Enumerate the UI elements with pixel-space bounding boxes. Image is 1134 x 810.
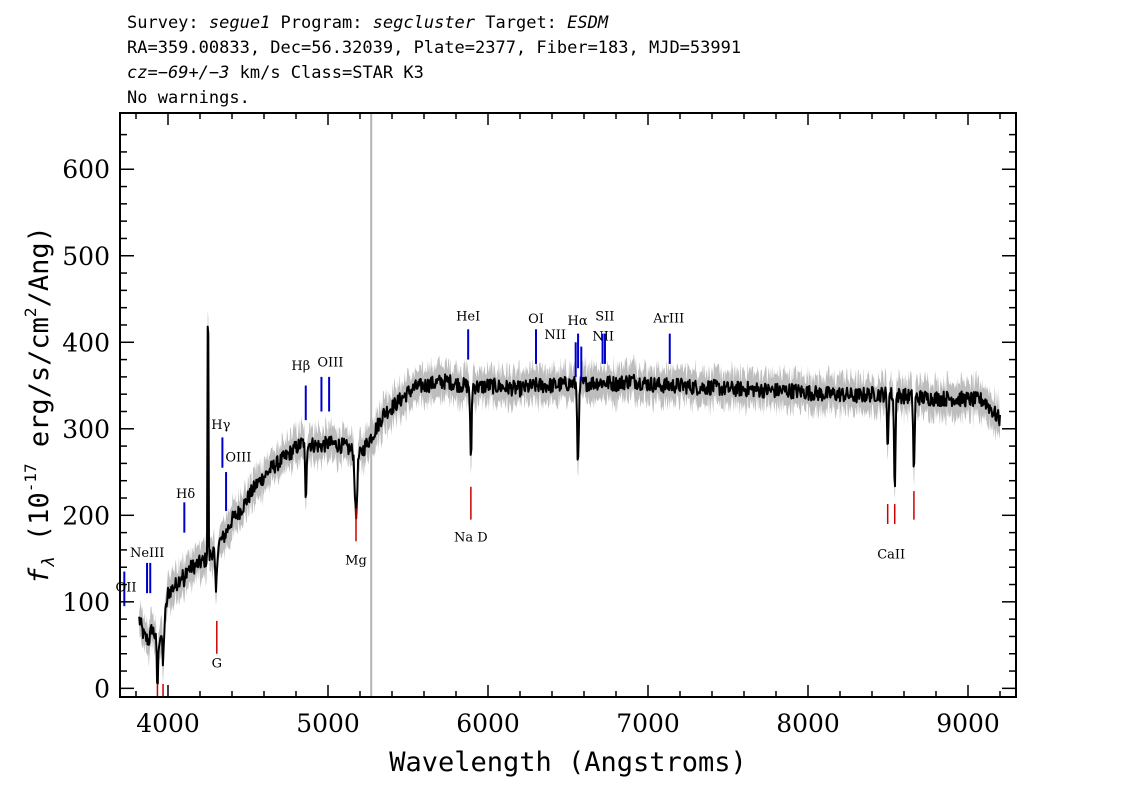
- emission-line-label: HeI: [456, 310, 480, 325]
- header-line-3: cz=−69+/−3 km/s Class=STAR K3: [127, 63, 424, 83]
- y-tick-label: 100: [62, 588, 110, 617]
- header-line-1: Survey: segue1 Program: segcluster Targe…: [127, 13, 609, 33]
- emission-line-label: OII: [116, 580, 137, 595]
- emission-line-label: OIII: [225, 451, 251, 466]
- x-tick-label: 6000: [456, 709, 520, 738]
- emission-line-label: OIII: [317, 355, 343, 370]
- emission-line-label: Hγ: [211, 418, 230, 433]
- absorption-line-label: G: [212, 657, 222, 672]
- y-tick-label: 400: [62, 328, 110, 357]
- y-axis-title: fλ (10-17 erg/s/cm2/Ang): [21, 226, 59, 584]
- x-tick-label: 4000: [136, 709, 200, 738]
- y-tick-label: 300: [62, 415, 110, 444]
- y-tick-label: 600: [62, 155, 110, 184]
- x-axis-title: Wavelength (Angstroms): [389, 747, 747, 778]
- absorption-line-label: CaII: [877, 548, 905, 563]
- x-tick-label: 8000: [776, 709, 840, 738]
- emission-line-label: NII: [544, 328, 566, 343]
- header-line-2: RA=359.00833, Dec=56.32039, Plate=2377, …: [127, 38, 741, 58]
- emission-line-label: OI: [528, 312, 544, 327]
- emission-line-label: Hβ: [291, 359, 310, 374]
- emission-line-label: ArIII: [652, 311, 684, 326]
- x-tick-label: 9000: [936, 709, 1000, 738]
- y-tick-label: 0: [94, 674, 110, 703]
- error-band: [139, 311, 1000, 697]
- emission-line-label: NII: [592, 330, 614, 345]
- emission-line-label: SII: [595, 310, 614, 325]
- absorption-line-label: Mg: [345, 554, 367, 569]
- emission-line-label: Hα: [568, 314, 588, 329]
- y-tick-label: 500: [62, 242, 110, 271]
- x-tick-label: 5000: [296, 709, 360, 738]
- x-tick-label: 7000: [616, 709, 680, 738]
- absorption-line-label: Na D: [454, 530, 488, 545]
- y-tick-label: 200: [62, 501, 110, 530]
- header: Survey: segue1 Program: segcluster Targe…: [127, 13, 741, 108]
- emission-line-label: Hδ: [176, 487, 195, 502]
- emission-line-label: NeIII: [130, 546, 164, 561]
- axes-frame: 4000 5000 6000 7000 8000 9000 0 100 200 300 400 500…: [62, 112, 1017, 738]
- plot-area: [138, 113, 1001, 697]
- plot-frame: [119, 112, 1017, 698]
- header-line-4: No warnings.: [127, 88, 250, 108]
- flux-series-line: [138, 325, 1001, 685]
